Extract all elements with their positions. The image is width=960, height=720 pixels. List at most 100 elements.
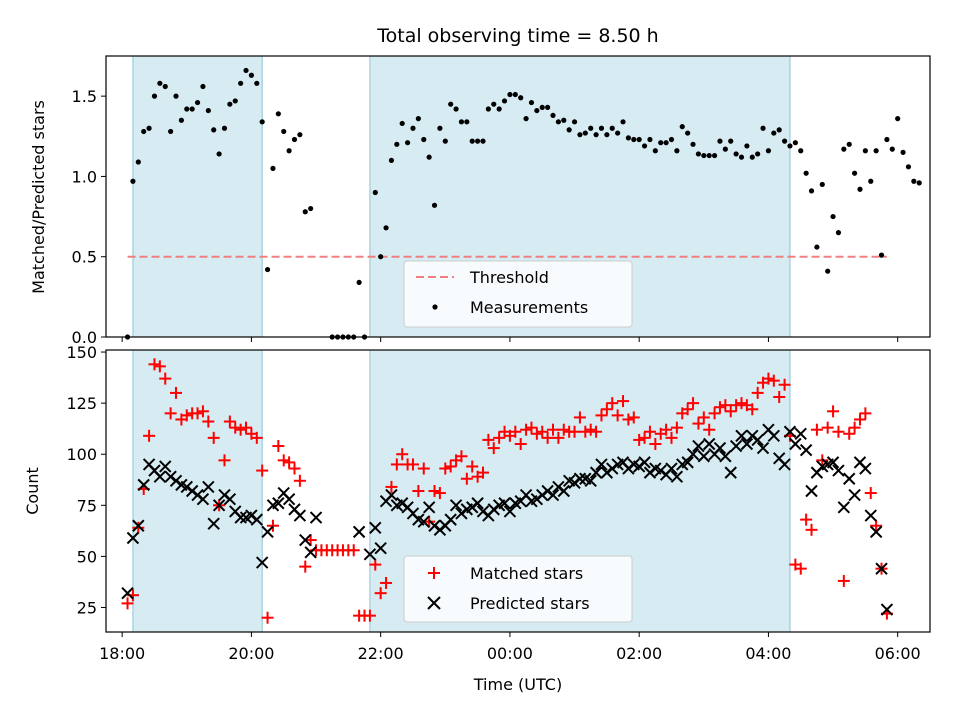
matched-star-marker (595, 409, 608, 422)
measurement-point (744, 143, 750, 149)
matched-star-marker (692, 417, 705, 430)
legend-matched-label: Matched stars (470, 564, 583, 583)
measurement-point (733, 151, 739, 157)
measurement-point (722, 146, 728, 152)
predicted-star-marker (805, 484, 818, 498)
matched-star-marker (643, 425, 656, 438)
measurement-point (378, 254, 384, 260)
matched-star-marker (487, 442, 500, 455)
matched-star-marker (848, 421, 861, 434)
predicted-star-marker (767, 429, 781, 443)
matched-star-marker (697, 411, 710, 424)
x-tick-label: 20:00 (228, 644, 274, 663)
measurement-point (706, 152, 712, 159)
measurement-point (776, 127, 782, 133)
matched-star-marker (730, 399, 743, 412)
measurement-point (711, 152, 718, 159)
measurement-point (404, 140, 411, 146)
measurement-point (609, 125, 615, 131)
bottom-panel: 25 50 75 100 125 150 18:00 20:00 22:00 00:00 02:0… (23, 343, 931, 694)
measurement-point (528, 99, 535, 106)
y-axis-label: Count (23, 467, 42, 515)
measurement-point (701, 152, 707, 159)
matched-star-marker (773, 391, 786, 403)
predicted-star-marker (692, 439, 705, 453)
measurement-point (518, 95, 524, 101)
bottom-y-tick-label: 50 (77, 547, 97, 566)
matched-star-marker (234, 423, 247, 436)
measurement-point (781, 138, 788, 144)
predicted-star-marker (503, 505, 517, 518)
measurement-point (184, 106, 190, 112)
measurement-point (221, 125, 228, 131)
measurement-point (248, 72, 255, 78)
matched-star-marker (288, 462, 301, 475)
measurement-point (270, 165, 276, 171)
matched-star-marker (719, 399, 732, 412)
measurement-point (857, 186, 863, 192)
predicted-star-marker (740, 437, 754, 451)
predicted-star-marker (826, 456, 840, 469)
matched-star-marker (627, 411, 640, 424)
measurement-point (873, 148, 879, 154)
matched-star-marker (859, 407, 872, 420)
predicted-star-marker (153, 470, 167, 483)
matched-star-marker (568, 425, 581, 438)
matched-star-marker (552, 431, 565, 444)
measurement-point (458, 119, 465, 125)
predicted-star-marker (880, 603, 894, 616)
measurement-point (448, 101, 454, 107)
measurement-point (588, 125, 594, 131)
predicted-star-marker (546, 488, 560, 502)
predicted-star-marker (869, 525, 883, 539)
measurement-point (275, 111, 281, 117)
matched-star-marker (735, 397, 748, 410)
predicted-star-marker (832, 464, 845, 477)
predicted-star-marker (207, 517, 220, 530)
matched-star-marker (600, 403, 613, 416)
matched-star-marker (299, 560, 312, 573)
measurement-point (146, 125, 152, 131)
predicted-star-marker (719, 450, 732, 463)
matched-star-marker (509, 425, 522, 438)
matched-star-marker (121, 597, 134, 610)
measurement-point (243, 67, 249, 74)
predicted-star-marker (471, 497, 484, 510)
matched-star-marker (536, 425, 549, 438)
measurement-point (254, 80, 260, 86)
measurement-point (916, 180, 922, 186)
measurement-point (749, 154, 755, 160)
matched-star-marker (380, 576, 393, 589)
matched-star-marker (670, 421, 683, 434)
matched-star-marker (229, 421, 242, 434)
predicted-star-marker (595, 458, 608, 471)
matched-star-marker (778, 378, 791, 391)
predicted-star-marker (234, 511, 247, 524)
matched-star-marker (843, 427, 856, 440)
matched-star-marker (363, 609, 376, 622)
predicted-star-marker (697, 450, 711, 463)
measurement-point (437, 125, 443, 131)
matched-star-marker (746, 403, 759, 416)
bottom-legend: Matched stars Predicted stars (403, 555, 633, 623)
matched-star-marker (412, 485, 425, 497)
measurement-point (577, 132, 583, 138)
matched-star-marker (164, 407, 177, 420)
x-tick-label: 02:00 (616, 644, 662, 663)
matched-star-marker (832, 425, 845, 438)
matched-star-marker (617, 395, 630, 408)
matched-star-marker (530, 427, 543, 440)
measurement-point (135, 159, 141, 165)
predicted-star-marker (363, 548, 377, 561)
measurement-point (571, 119, 578, 125)
matched-star-marker (703, 423, 716, 436)
predicted-star-marker (250, 513, 264, 526)
measurement-point (738, 154, 745, 160)
measurement-point (895, 116, 901, 122)
matched-star-marker (557, 423, 570, 436)
measurement-point (534, 107, 540, 114)
matched-star-marker (207, 431, 220, 444)
matched-star-marker (638, 431, 651, 444)
measurement-point (582, 130, 588, 136)
legend-predicted-label: Predicted stars (470, 594, 590, 613)
